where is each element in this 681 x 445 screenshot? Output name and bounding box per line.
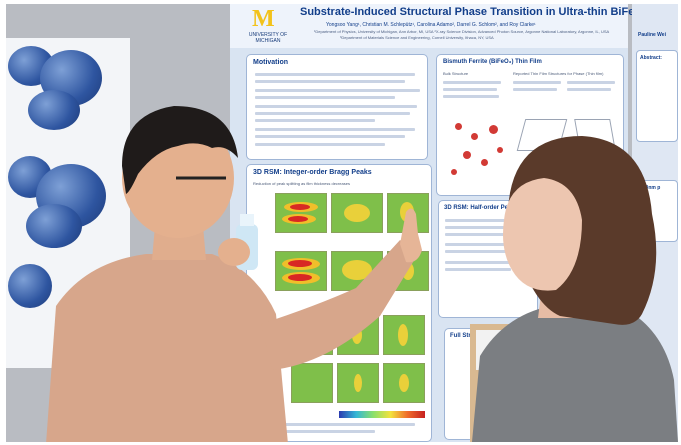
text-line: [255, 105, 417, 108]
atom-icon: [481, 159, 488, 166]
university-logo: M: [252, 6, 275, 32]
adjacent-poster-header: Pauline Wei: [638, 32, 666, 38]
bff-heading: Bismuth Ferrite (BiFeO₃) Thin Film: [443, 59, 542, 65]
rsm-map-panel: [331, 193, 383, 233]
text-line: [255, 423, 415, 426]
poster-authors: Yongsoo Yang¹, Christian M. Schlepütz¹, …: [326, 22, 536, 28]
text-line: [445, 226, 521, 229]
abstract-label: Abstract:: [640, 55, 662, 61]
rsm-integer-subheading: Reduction of peak splitting as film thic…: [253, 181, 350, 186]
text-line: [567, 81, 615, 84]
left-poster: [6, 38, 130, 368]
man-presenter: [46, 106, 422, 442]
text-line: [255, 112, 410, 115]
crystal-render: [28, 90, 80, 130]
text-line: [445, 219, 525, 222]
text-line: [443, 81, 501, 84]
motivation-box: Motivation: [246, 54, 428, 160]
rsm-map-panel: [291, 363, 333, 403]
rsm-map-panel: [337, 363, 379, 403]
rsm-map-panel: [383, 315, 425, 355]
atom-icon: [489, 125, 498, 134]
rsm-map-panel: [383, 363, 425, 403]
text-line: [255, 96, 395, 99]
text-line: [445, 250, 517, 253]
text-line: [255, 119, 375, 122]
text-line: [443, 95, 499, 98]
reported-structures-label: Reported Thin Film Structures for Phase …: [513, 71, 604, 76]
text-line: [255, 89, 420, 92]
woman-listener: [470, 136, 678, 442]
atom-icon: [463, 151, 471, 159]
text-line: [255, 128, 415, 131]
atom-icon: [471, 133, 478, 140]
rsm-map-panel: [275, 251, 327, 291]
bulk-structure-label: Bulk Structure: [443, 71, 469, 76]
text-line: [445, 233, 515, 236]
text-line: [255, 80, 405, 83]
text-line: [445, 268, 511, 271]
poster-title: Substrate-Induced Structural Phase Trans…: [300, 6, 678, 18]
text-line: [255, 73, 415, 76]
poster-affiliation-2: ³Department of Materials Science and Eng…: [340, 35, 494, 40]
text-line: [255, 135, 405, 138]
crystal-render: [26, 204, 82, 248]
colorbar: [339, 411, 425, 418]
rsm-integer-heading: 3D RSM: Integer-order Bragg Peaks: [253, 169, 372, 176]
poster-header: M UNIVERSITY OF MICHIGAN Substrate-Induc…: [230, 4, 678, 48]
text-line: [255, 143, 385, 146]
text-line: [443, 88, 497, 91]
abstract-box: Abstract:: [636, 50, 678, 142]
full-structure-heading: Full Stru...: [450, 333, 480, 339]
section-label: 800nm p: [640, 185, 661, 191]
atom-icon: [451, 169, 457, 175]
poster-affiliation: ¹Department of Physics, University of Mi…: [314, 29, 610, 34]
atom-icon: [497, 147, 503, 153]
rsm-map-panel: [275, 193, 327, 233]
text-line: [255, 430, 375, 433]
motivation-heading: Motivation: [253, 59, 288, 66]
atom-icon: [455, 123, 462, 130]
rsm-half-heading: 3D RSM: Half-order Pe...: [444, 205, 514, 211]
text-line: [513, 81, 561, 84]
poster-board: M UNIVERSITY OF MICHIGAN Substrate-Induc…: [6, 4, 678, 442]
text-line: [445, 261, 523, 264]
text-line: [445, 243, 525, 246]
text-line: [567, 88, 611, 91]
crystal-render: [8, 264, 52, 308]
university-logo-subtext: UNIVERSITY OF MICHIGAN: [248, 32, 288, 44]
text-line: [513, 88, 557, 91]
